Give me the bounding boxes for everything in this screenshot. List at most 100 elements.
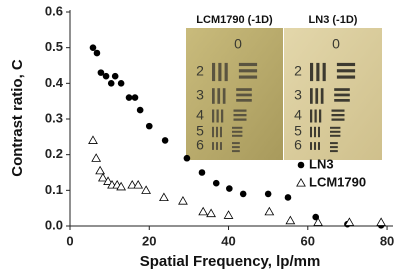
inset-bar bbox=[330, 130, 341, 133]
inset-bar bbox=[233, 118, 247, 121]
inset-bar bbox=[216, 142, 218, 150]
inset-bar bbox=[232, 150, 240, 153]
y-tick-label: 0.6 bbox=[45, 3, 63, 18]
data-point bbox=[264, 190, 272, 198]
inset-bar bbox=[336, 75, 356, 79]
data-point bbox=[145, 122, 153, 130]
inset-bar bbox=[334, 99, 350, 102]
inset-bar bbox=[216, 109, 219, 123]
x-axis-label: Spatial Frequency, lp/mm bbox=[140, 253, 321, 270]
inset-bar bbox=[319, 109, 322, 123]
data-point bbox=[264, 206, 275, 216]
inset-bar bbox=[232, 134, 243, 137]
inset-bar bbox=[232, 142, 240, 145]
data-point bbox=[313, 217, 323, 226]
inset-bar bbox=[232, 126, 243, 129]
inset-bar bbox=[233, 109, 247, 112]
inset-bar bbox=[331, 109, 345, 112]
inset-bar bbox=[322, 62, 326, 82]
data-point bbox=[141, 185, 151, 194]
data-point bbox=[127, 179, 138, 189]
data-point bbox=[285, 215, 296, 225]
inset-bar bbox=[212, 88, 215, 104]
data-point bbox=[98, 172, 108, 182]
data-point bbox=[103, 176, 113, 185]
inset-image bbox=[284, 28, 382, 160]
inset-bar bbox=[330, 126, 341, 129]
inset-bar bbox=[220, 126, 222, 138]
inset-bar bbox=[330, 142, 338, 145]
inset-bar bbox=[330, 134, 341, 137]
data-point bbox=[88, 135, 98, 144]
data-point bbox=[95, 165, 106, 175]
inset-bar bbox=[310, 62, 314, 82]
inset-bar bbox=[217, 88, 221, 104]
inset-digit: 5 bbox=[196, 123, 204, 139]
inset-bar bbox=[238, 62, 258, 67]
data-point bbox=[183, 154, 191, 162]
y-tick-label: 0.2 bbox=[45, 146, 63, 161]
data-point bbox=[344, 217, 355, 226]
y-tick-label: 0.5 bbox=[45, 39, 63, 54]
legend-label: LCM1790 bbox=[309, 174, 366, 189]
data-point bbox=[93, 49, 101, 57]
x-tick-label: 60 bbox=[301, 233, 315, 248]
legend-marker bbox=[296, 177, 306, 187]
data-point bbox=[159, 192, 169, 202]
inset-bar bbox=[331, 114, 345, 117]
data-point bbox=[136, 106, 144, 114]
inset-bar bbox=[222, 88, 226, 104]
data-point bbox=[239, 190, 247, 198]
inset-image bbox=[186, 28, 283, 160]
inset-bar bbox=[336, 62, 356, 67]
inset-bar bbox=[315, 88, 319, 104]
y-tick-label: 0.0 bbox=[45, 217, 63, 232]
x-tick-label: 80 bbox=[380, 233, 394, 248]
inset-bar bbox=[331, 118, 345, 121]
data-point bbox=[116, 181, 127, 191]
inset-bar bbox=[216, 126, 218, 138]
legend-label: LN3 bbox=[309, 156, 334, 171]
inset-bar bbox=[310, 126, 312, 138]
inset-label: LCM1790 (-1D) bbox=[196, 14, 273, 26]
data-point bbox=[125, 94, 133, 101]
data-point bbox=[198, 169, 206, 176]
inset-bar bbox=[318, 126, 320, 138]
inset-bar bbox=[336, 69, 356, 73]
inset-bar bbox=[314, 142, 316, 150]
data-point bbox=[91, 153, 102, 162]
y-tick-label: 0.4 bbox=[45, 75, 64, 90]
data-point bbox=[102, 72, 110, 80]
inset-bar bbox=[236, 99, 252, 102]
inset-bar bbox=[238, 69, 258, 73]
data-point bbox=[161, 137, 169, 144]
inset-bar bbox=[218, 62, 222, 82]
inset-bar bbox=[236, 93, 252, 97]
data-point bbox=[89, 44, 97, 51]
data-point bbox=[97, 69, 105, 76]
inset-bar bbox=[220, 142, 222, 150]
inset-bar bbox=[212, 109, 215, 123]
inset-bar bbox=[233, 114, 247, 117]
inset-bar bbox=[334, 88, 350, 91]
data-point bbox=[198, 206, 209, 216]
inset-bar bbox=[212, 126, 214, 138]
inset-bar bbox=[316, 62, 320, 82]
inset-bar bbox=[238, 75, 258, 79]
inset-bar bbox=[221, 109, 224, 123]
inset-bar bbox=[232, 146, 240, 149]
data-point bbox=[133, 179, 144, 189]
x-tick-label: 40 bbox=[221, 233, 235, 248]
data-point bbox=[223, 210, 234, 219]
inset-bar bbox=[310, 142, 312, 150]
inset-bar bbox=[314, 109, 317, 123]
inset-digit: 5 bbox=[294, 123, 302, 139]
data-point bbox=[131, 94, 139, 101]
inset-bar bbox=[330, 146, 338, 149]
inset-bar bbox=[330, 150, 338, 153]
inset-digit: 6 bbox=[196, 137, 204, 153]
inset-digit: 0 bbox=[234, 36, 242, 52]
inset-digit: 3 bbox=[196, 87, 204, 103]
data-point bbox=[117, 80, 125, 87]
